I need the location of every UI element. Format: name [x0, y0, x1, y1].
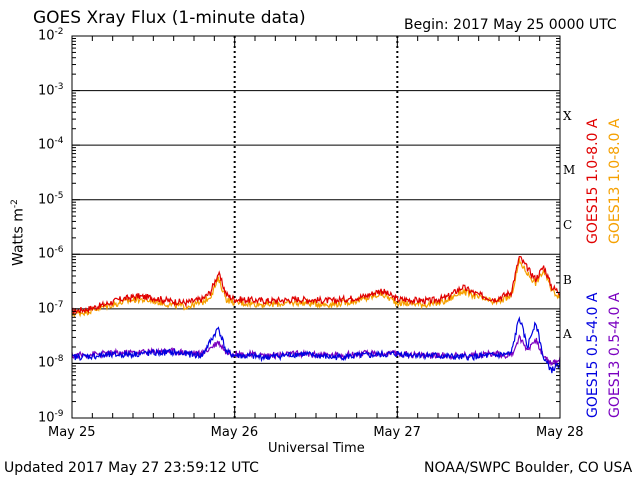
grid-layer	[72, 36, 560, 418]
data-source: NOAA/SWPC Boulder, CO USA	[424, 460, 633, 476]
y-tick-exponent: -7	[54, 299, 64, 310]
x-tick-label: May 28	[536, 425, 584, 440]
y-tick-base: 10	[38, 301, 55, 317]
y-tick-base: 10	[38, 246, 55, 262]
y-tick-exponent: -8	[54, 354, 64, 365]
series-layer	[71, 256, 561, 374]
y-tick-base: 10	[38, 137, 55, 153]
flare-class-x: X	[563, 108, 572, 123]
y-tick-label: 10-8	[38, 354, 64, 370]
x-axis-label: Universal Time	[268, 441, 365, 456]
series-line	[71, 258, 561, 318]
y-tick-label: 10-5	[38, 191, 64, 207]
series-line	[71, 256, 561, 316]
y-tick-exponent: -3	[54, 81, 64, 92]
series-line	[71, 334, 561, 367]
y-tick-exponent: -9	[54, 409, 64, 419]
flare-class-b: B	[563, 272, 572, 287]
y-axis-label-exponent: -2	[10, 199, 20, 209]
y-axis-label: Watts m-2	[10, 199, 27, 266]
y-tick-base: 10	[38, 82, 55, 98]
flare-class-m: M	[563, 163, 576, 178]
flare-class-a: A	[563, 327, 572, 342]
x-tick-label: May 26	[210, 425, 259, 440]
y-tick-exponent: -5	[54, 190, 64, 201]
legend-entry: GOES13 0.5-4.0 A	[607, 292, 623, 418]
y-tick-base: 10	[38, 410, 55, 426]
y-tick-label: 10-7	[38, 300, 64, 316]
plot-frame	[71, 35, 561, 419]
y-axis-label-text: Watts m	[10, 208, 27, 266]
begin-date: Begin: 2017 May 25 0000 UTC	[404, 17, 617, 33]
y-tick-label: 10-9	[38, 409, 64, 425]
y-tick-exponent: -6	[54, 245, 64, 256]
chart-title: GOES Xray Flux (1-minute data)	[33, 8, 306, 28]
series-line	[71, 316, 561, 374]
legend-entry: GOES15 0.5-4.0 A	[585, 292, 601, 418]
y-tick-label: 10-4	[38, 136, 64, 152]
y-tick-base: 10	[38, 192, 55, 208]
legend-entry: GOES15 1.0-8.0 A	[585, 118, 601, 244]
y-tick-label: 10-2	[38, 27, 64, 43]
y-tick-label: 10-3	[38, 82, 64, 98]
legend-entry: GOES13 1.0-8.0 A	[607, 118, 623, 244]
x-tick-label: May 27	[373, 425, 421, 440]
x-tick-label: May 25	[48, 425, 96, 440]
y-tick-exponent: -4	[54, 136, 64, 147]
y-tick-label: 10-6	[38, 245, 64, 261]
y-tick-exponent: -2	[54, 27, 64, 37]
frame-layer	[71, 35, 561, 419]
flare-class-c: C	[563, 218, 573, 232]
updated-timestamp: Updated 2017 May 27 23:59:12 UTC	[4, 460, 259, 476]
y-tick-base: 10	[38, 355, 55, 371]
y-tick-base: 10	[38, 28, 55, 44]
